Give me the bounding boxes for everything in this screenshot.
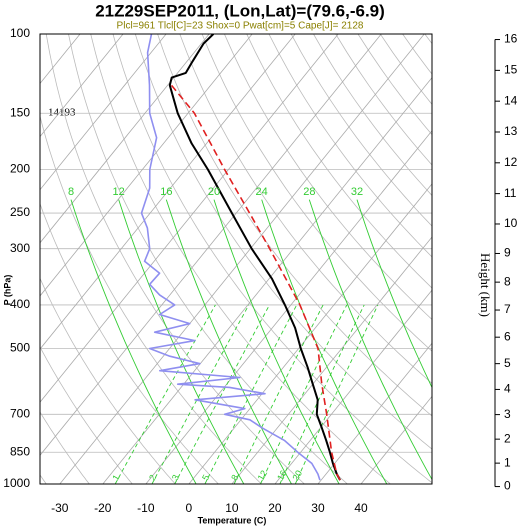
- x-tick-label: -30: [51, 501, 69, 515]
- y2-tick-label: 13: [504, 124, 518, 138]
- y-tick-label: 700: [10, 406, 30, 420]
- moist-adiabat: [308, 199, 432, 481]
- y-tick-label: 200: [10, 162, 30, 176]
- mixing-ratio-line: [260, 304, 348, 484]
- isotherm: [274, 289, 432, 484]
- x-tick-label: 40: [354, 501, 368, 515]
- isotherm: [40, 34, 210, 244]
- y2-tick-label: 14: [504, 93, 518, 107]
- y-tick-label: 850: [10, 444, 30, 458]
- y-tick-label: 300: [10, 241, 30, 255]
- y-tick-label: 400: [10, 297, 30, 311]
- mixing-ratio-label: 1: [110, 473, 121, 482]
- mixing-ratio-label: 12: [256, 469, 270, 483]
- y-tick-label: 150: [10, 105, 30, 119]
- mixing-ratio-label: 2: [147, 473, 158, 482]
- isotherm: [188, 183, 432, 484]
- y2-tick-label: 3: [504, 407, 511, 421]
- y-tick-label: 100: [10, 26, 30, 40]
- moist-adiabat: [165, 199, 292, 484]
- chart-title: 21Z29SEP2011, (Lon,Lat)=(79.6,-6.9): [95, 1, 385, 20]
- moist-adiabat-label: 28: [303, 186, 315, 198]
- y-tick-label: 250: [10, 205, 30, 219]
- mixing-ratio-line: [279, 304, 365, 484]
- x-axis-label: Temperature (C): [198, 515, 267, 525]
- isotherm: [40, 34, 124, 138]
- y-tick-label: 500: [10, 341, 30, 355]
- mixing-ratio-label: 3: [170, 473, 181, 482]
- mixing-ratio-line: [204, 304, 298, 484]
- y2-tick-label: 8: [504, 274, 511, 288]
- isotherm: [317, 342, 432, 484]
- y-axis-label: P (hPa): [2, 275, 12, 306]
- plot-area: [40, 34, 432, 484]
- moist-adiabat-label: 20: [208, 186, 220, 198]
- x-tick-label: -10: [137, 501, 155, 515]
- profile-line: [170, 84, 341, 481]
- mixing-ratio-line: [151, 304, 250, 484]
- isotherm: [59, 34, 425, 484]
- y2-tick-label: 2: [504, 431, 511, 445]
- x-tick-label: 10: [225, 501, 239, 515]
- x-tick-label: 20: [268, 501, 282, 515]
- y2-tick-label: 10: [504, 216, 518, 230]
- mixing-ratio-line: [174, 304, 270, 484]
- mixing-ratio-line: [114, 304, 216, 484]
- mixing-ratio-label: 16: [275, 469, 289, 483]
- moist-adiabat: [356, 199, 432, 389]
- x-tick-label: 30: [311, 501, 325, 515]
- moist-adiabat: [261, 199, 388, 484]
- y2-tick-label: 4: [504, 382, 511, 396]
- profile-line: [140, 34, 321, 481]
- mixing-ratio-label: 5: [200, 473, 211, 482]
- x-tick-label: 0: [186, 501, 193, 515]
- mixing-ratio-label: 20: [290, 469, 304, 483]
- y2-axis-label: Height (km): [478, 253, 493, 317]
- moist-adiabat: [213, 199, 340, 484]
- moist-adiabat-label: 24: [256, 186, 268, 198]
- moist-adiabat-label: 16: [160, 186, 172, 198]
- isotherm: [40, 34, 253, 297]
- moist-adiabat-label: 8: [68, 186, 74, 198]
- y2-tick-label: 11: [504, 186, 517, 200]
- isotherm: [145, 130, 432, 484]
- moist-adiabat: [70, 199, 197, 484]
- mixing-ratio-label: 8: [229, 473, 240, 482]
- y2-tick-label: 6: [504, 329, 511, 343]
- y-tick-label: 1000: [3, 476, 30, 490]
- profile-line: [168, 34, 341, 481]
- y2-tick-label: 12: [504, 155, 518, 169]
- chart-subtitle: Plcl=961 Tlcl[C]=23 Shox=0 Pwat[cm]=5 Ca…: [117, 21, 364, 32]
- y2-tick-label: 15: [504, 63, 518, 77]
- y2-tick-label: 16: [504, 32, 518, 46]
- isotherm: [40, 34, 382, 456]
- isotherm: [102, 76, 432, 484]
- moist-adiabat: [118, 199, 245, 484]
- isotherm: [40, 34, 339, 403]
- y2-tick-label: 7: [504, 302, 511, 316]
- isotherm: [360, 395, 432, 484]
- mixing-ratio-line: [294, 304, 379, 484]
- y2-tick-label: 1: [504, 455, 511, 469]
- isotherm: [40, 34, 167, 191]
- x-tick-label: -20: [94, 501, 112, 515]
- isotherm: [231, 236, 432, 484]
- y2-tick-label: 5: [504, 356, 511, 370]
- isotherm: [40, 34, 296, 350]
- annotation: 14193: [48, 107, 76, 119]
- y2-tick-label: 0: [504, 479, 511, 493]
- moist-adiabat-label: 32: [351, 186, 363, 198]
- moist-adiabat-label: 12: [113, 186, 125, 198]
- mixing-ratio-line: [233, 304, 324, 484]
- plot-frame: [39, 33, 433, 485]
- y2-tick-label: 9: [504, 246, 511, 260]
